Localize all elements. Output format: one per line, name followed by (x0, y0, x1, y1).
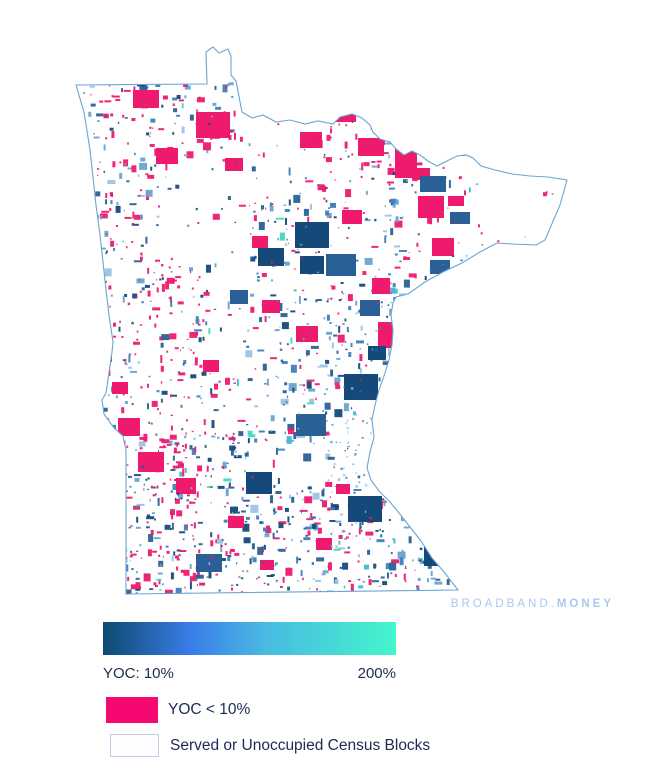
legend-label-served: Served or Unoccupied Census Blocks (170, 736, 431, 754)
legend-label-yoc-low: YOC < 10% (168, 700, 251, 718)
watermark-suffix: MONEY (556, 598, 614, 610)
watermark-prefix: BROADBAND. (450, 598, 557, 610)
legend-item-yoc-low: YOC < 10% (106, 696, 250, 723)
pink-swatch (106, 696, 158, 723)
legend-item-served: Served or Unoccupied Census Blocks (110, 733, 430, 758)
served-swatch (110, 734, 159, 757)
gradient-label-min: YOC: 10% (103, 664, 174, 682)
gradient-label-max: 200% (357, 664, 396, 682)
gradient-axis-labels: YOC: 10% 200% (103, 663, 396, 683)
broadband-money-watermark: BROADBAND.MONEY (451, 598, 614, 612)
yoc-gradient-bar (103, 622, 396, 655)
state-fill (76, 47, 567, 594)
state-outline (75, 46, 568, 595)
minnesota-map (75, 46, 568, 595)
minnesota-map-svg (75, 46, 568, 595)
